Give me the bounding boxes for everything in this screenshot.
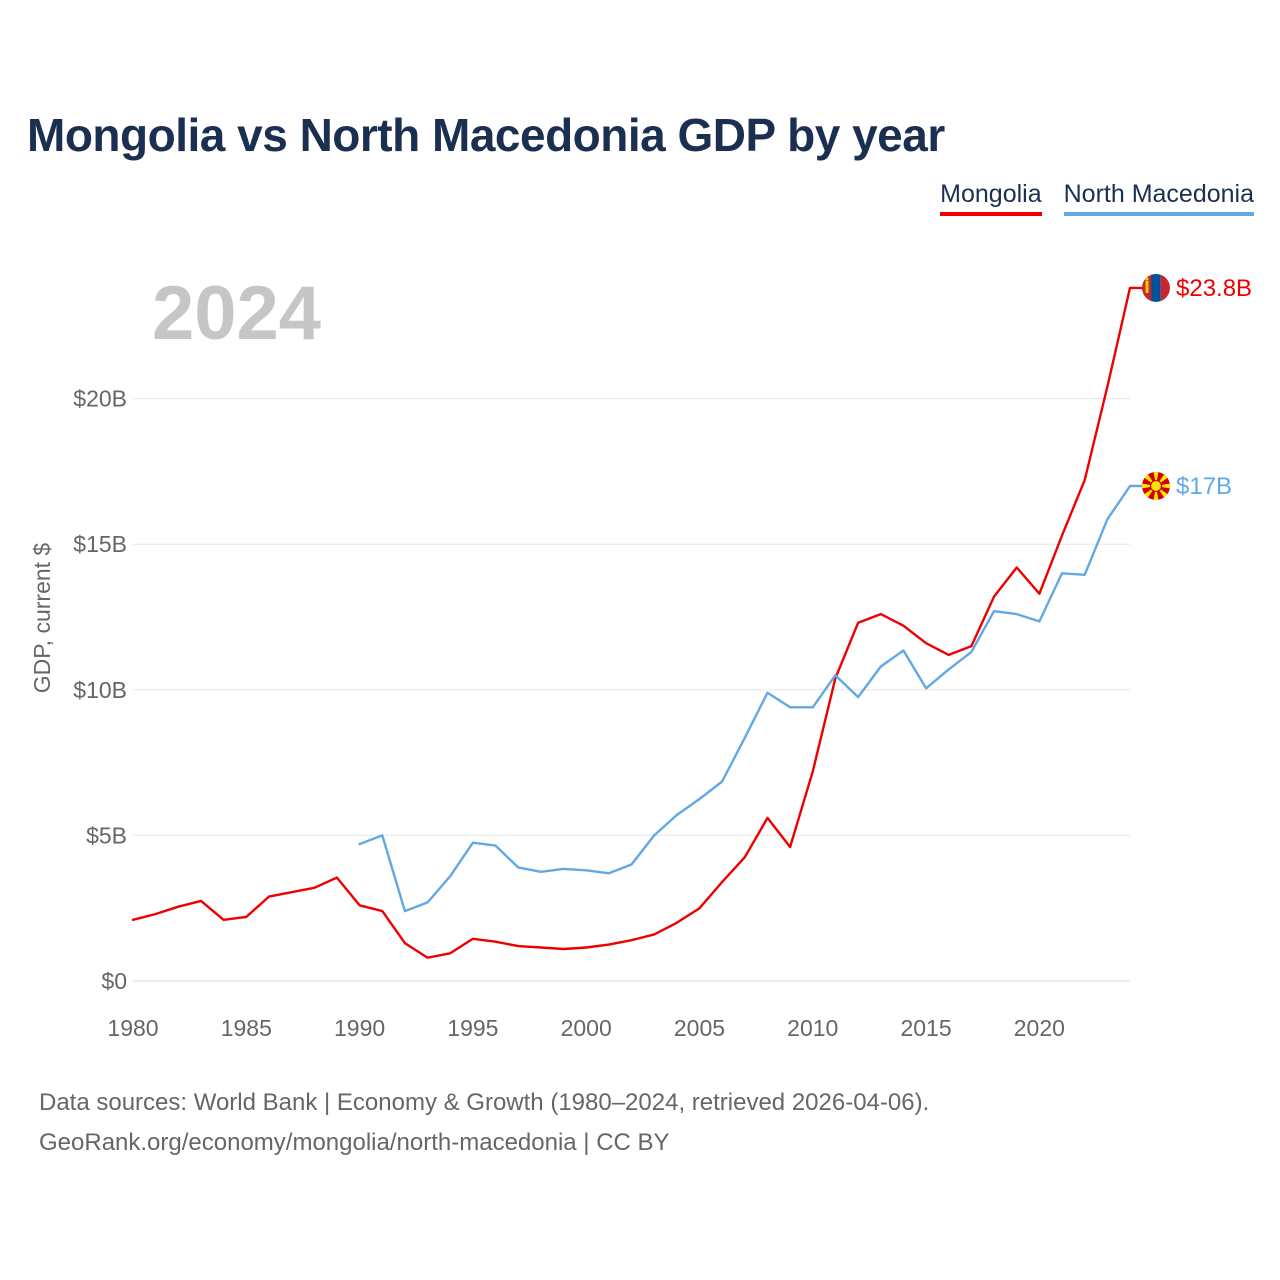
x-tick-label: 1980 bbox=[107, 1015, 158, 1041]
sources-line-1: Data sources: World Bank | Economy & Gro… bbox=[39, 1089, 930, 1116]
x-tick-label: 1985 bbox=[221, 1015, 272, 1041]
x-tick-label: 1990 bbox=[334, 1015, 385, 1041]
sources-line-2[interactable]: GeoRank.org/economy/mongolia/north-maced… bbox=[39, 1129, 670, 1156]
year-watermark: 2024 bbox=[152, 271, 321, 356]
data-sources: Data sources: World Bank | Economy & Gro… bbox=[39, 1083, 929, 1163]
series-line-mongolia[interactable] bbox=[131, 286, 1144, 959]
end-label-mongolia: $23.8B bbox=[1176, 275, 1252, 302]
legend-item-north-macedonia[interactable]: North Macedonia bbox=[1063, 180, 1254, 216]
y-tick-label: $15B bbox=[73, 531, 127, 557]
y-tick-label: $10B bbox=[73, 677, 127, 703]
x-tick-label: 2010 bbox=[787, 1015, 838, 1041]
y-tick-label: $5B bbox=[86, 822, 127, 848]
x-tick-label: 2020 bbox=[1014, 1015, 1065, 1041]
legend-item-mongolia[interactable]: Mongolia bbox=[940, 180, 1042, 216]
y-tick-label: $20B bbox=[73, 386, 127, 412]
x-tick-label: 2005 bbox=[674, 1015, 725, 1041]
mongolia-flag-icon bbox=[1142, 273, 1170, 302]
legend: Mongolia North Macedonia bbox=[940, 180, 1254, 216]
y-axis-title: GDP, current $ bbox=[29, 543, 55, 694]
chart-title: Mongolia vs North Macedonia GDP by year bbox=[27, 109, 945, 161]
y-tick-label: $0 bbox=[101, 968, 127, 994]
end-label-north-macedonia: $17B bbox=[1176, 473, 1232, 500]
x-tick-label: 2015 bbox=[900, 1015, 951, 1041]
series-line-north-macedonia[interactable] bbox=[358, 484, 1144, 913]
x-tick-label: 1995 bbox=[447, 1015, 498, 1041]
x-tick-label: 2000 bbox=[561, 1015, 612, 1041]
